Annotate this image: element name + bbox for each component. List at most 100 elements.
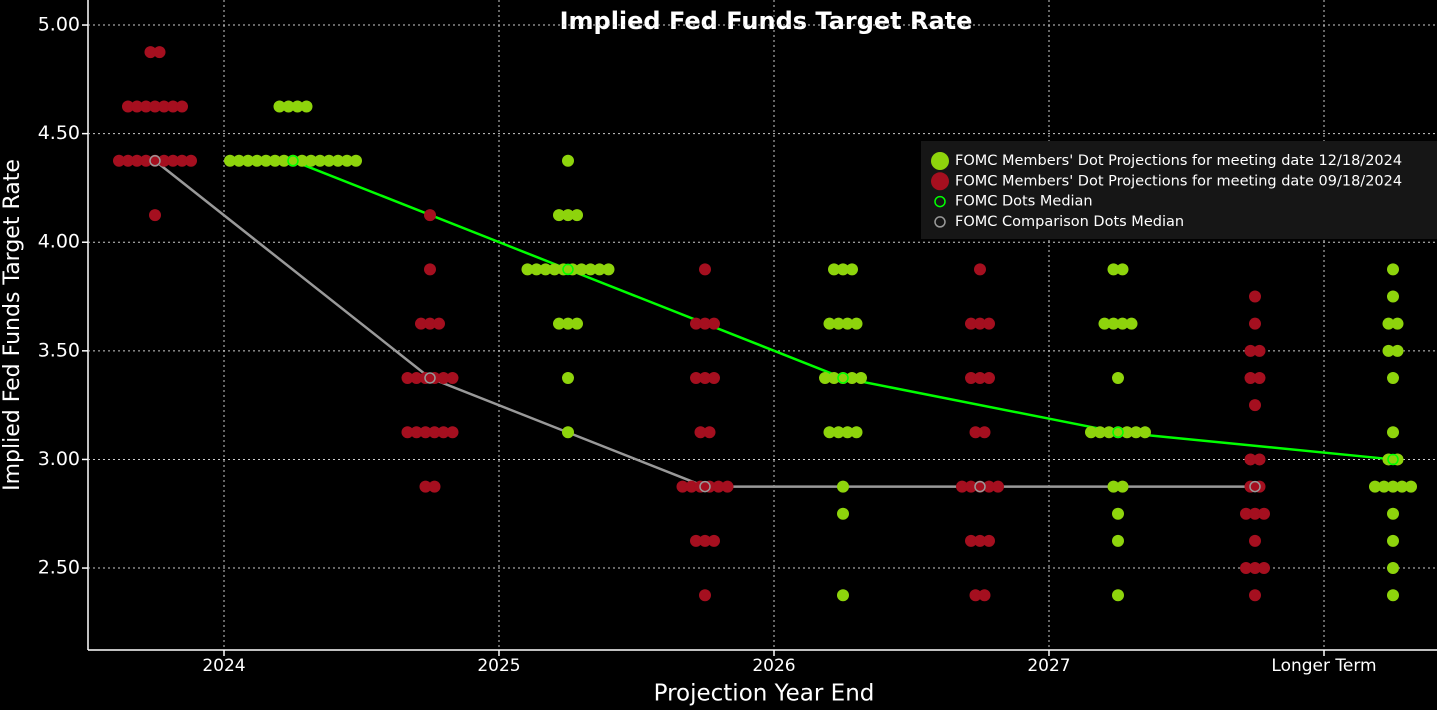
legend-label: FOMC Dots Median [955,194,1093,210]
dot [828,263,840,276]
dot [341,154,353,167]
dot [837,589,849,602]
legend-label: FOMC Members' Dot Projections for meetin… [955,153,1402,169]
dot [703,426,716,439]
dot [167,100,179,113]
dot [1094,426,1106,439]
dot [300,100,313,113]
dot [446,426,459,439]
dot [969,589,982,602]
dot [1378,480,1390,493]
dot [1405,480,1417,493]
dot [1240,562,1252,575]
dot [571,209,583,222]
dot [1387,589,1399,602]
dot [278,154,290,167]
dot [140,100,152,113]
y-tick-label: 4.00 [38,231,80,253]
dot [424,209,436,222]
dot [539,263,552,276]
dot [548,263,561,276]
dot [562,209,574,222]
dot [185,154,197,167]
dot [721,480,734,493]
dot [828,371,840,384]
x-tick-label: 2027 [1027,656,1070,676]
dot [401,426,414,439]
dot [437,371,450,384]
dot [410,371,423,384]
dot [1253,344,1266,357]
dot [269,154,281,167]
dot [251,154,263,167]
dot [415,317,427,330]
dot [350,154,362,167]
dot [1103,426,1115,439]
dot [708,534,720,547]
dot [437,426,450,439]
dot [1387,290,1399,303]
dot [1130,426,1142,439]
dot [176,154,188,167]
dot [1125,317,1138,330]
legend-label: FOMC Comparison Dots Median [955,214,1184,230]
median-marker [974,480,986,493]
dot [965,534,977,547]
dot [1116,317,1129,330]
dot [1107,317,1120,330]
dot [699,263,711,276]
x-tick-label: 2026 [752,656,795,676]
dot [676,480,689,493]
dot [983,317,995,330]
dot [1258,562,1270,575]
dot [131,154,143,167]
dot [1369,480,1381,493]
dot [602,263,615,276]
dot [530,263,543,276]
dot [176,100,188,113]
dot [224,154,236,167]
dot [1387,371,1399,384]
dot [144,46,157,59]
dot [819,371,831,384]
median-marker [1387,453,1399,466]
dot [571,317,583,330]
legend-marker [934,195,946,208]
legend-marker [931,172,949,191]
dot [1112,371,1124,384]
dot [974,317,986,330]
dot [158,100,170,113]
dot [690,534,702,547]
dot [978,426,991,439]
dot [424,263,436,276]
dot [1116,263,1129,276]
dot [149,100,161,113]
dot [1387,507,1399,520]
dot [685,480,698,493]
dot [837,507,849,520]
dot [1244,453,1257,466]
dot [140,154,152,167]
dot [1391,344,1404,357]
dot [832,426,845,439]
dot [446,371,459,384]
dot [122,154,134,167]
median-marker [287,155,299,167]
dot [974,480,986,493]
dot [433,317,445,330]
dot [1112,589,1124,602]
dot [428,480,441,493]
dot [323,154,335,167]
dot [1391,317,1404,330]
dot [291,100,304,113]
median-marker [1112,426,1124,439]
dot [553,209,565,222]
dot [969,426,982,439]
y-tick-label: 4.50 [38,122,80,144]
dot [855,371,867,384]
dot [1249,317,1261,330]
dot [149,209,161,222]
dot [1258,507,1270,520]
dot [1387,534,1399,547]
